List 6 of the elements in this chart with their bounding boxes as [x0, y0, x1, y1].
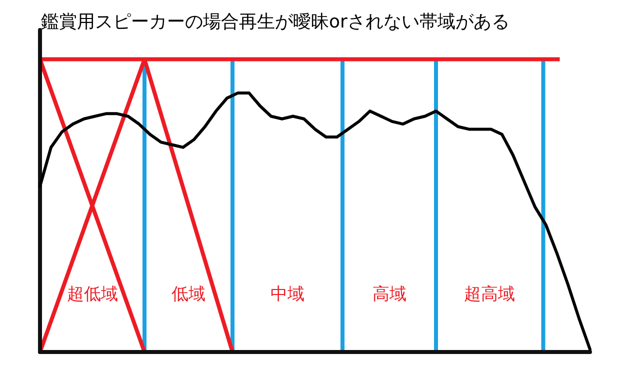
annotation: 超低域 [66, 284, 118, 305]
chart-title: 鑑賞用スピーカーの場合再生が曖昧orされない帯域がある [41, 12, 510, 32]
annotation: 低域 [172, 284, 206, 305]
annotation: 高域 [372, 284, 406, 305]
annotation: 超高域 [464, 284, 516, 305]
annotation: 中域 [270, 284, 304, 305]
